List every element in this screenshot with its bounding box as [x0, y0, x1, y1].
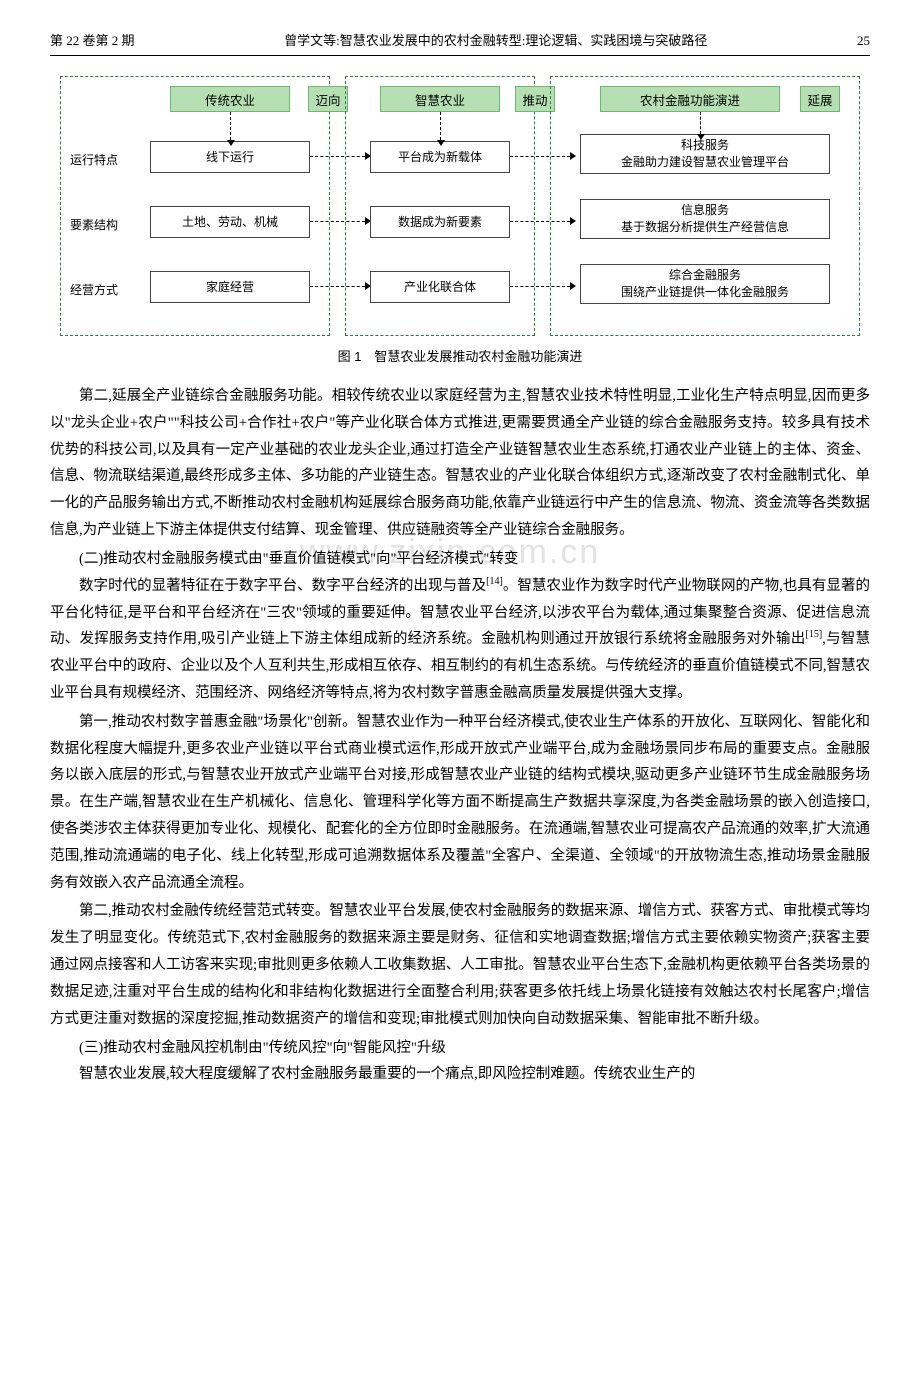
svc1-sub: 金融助力建设智慧农业管理平台 [621, 154, 789, 171]
svc2-title: 信息服务 [681, 202, 729, 219]
label-push: 推动 [515, 86, 555, 112]
row-label-1: 运行特点 [70, 151, 118, 168]
box-smart-ag: 智慧农业 [380, 86, 500, 112]
p2-a: 数字时代的显著特征在于数字平台、数字平台经济的出现与普及 [79, 578, 486, 594]
box-traditional-ag: 传统农业 [170, 86, 290, 112]
paragraph-4: 第二,推动农村金融传统经营范式转变。智慧农业平台发展,使农村金融服务的数据来源、… [50, 898, 870, 1032]
paragraph-1: 第二,延展全产业链综合金融服务功能。相较传统农业以家庭经营为主,智慧农业技术特性… [50, 383, 870, 544]
box-factors: 土地、劳动、机械 [150, 206, 310, 238]
arrow-p1-v [230, 112, 231, 140]
box-finance-evo: 农村金融功能演进 [600, 86, 780, 112]
box-data: 数据成为新要素 [370, 206, 510, 238]
row-label-2: 要素结构 [70, 216, 118, 233]
label-towards: 迈向 [308, 86, 348, 112]
header-volume: 第 22 卷第 2 期 [50, 30, 135, 49]
svc3-sub: 围绕产业链提供一体化金融服务 [621, 284, 789, 301]
box-industry: 产业化联合体 [370, 271, 510, 303]
page-header: 第 22 卷第 2 期 曾学文等:智慧农业发展中的农村金融转型:理论逻辑、实践困… [50, 30, 870, 56]
box-tech-service: 科技服务 金融助力建设智慧农业管理平台 [580, 134, 830, 174]
subheading-3: (三)推动农村金融风控机制由"传统风控"向"智能风控"升级 [50, 1035, 870, 1062]
label-extend: 延展 [800, 86, 840, 112]
subheading-2: (二)推动农村金融服务模式由"垂直价值链模式"向"平台经济模式"转变 [50, 546, 870, 573]
paragraph-5: 智慧农业发展,较大程度缓解了农村金融服务最重要的一个痛点,即风险控制难题。传统农… [50, 1061, 870, 1088]
box-fin-service: 综合金融服务 围绕产业链提供一体化金融服务 [580, 264, 830, 304]
row-label-3: 经营方式 [70, 281, 118, 298]
arrow-p3-v [700, 112, 701, 134]
arrow-p2-v [440, 112, 441, 140]
ref-15: [15] [806, 629, 823, 640]
ref-14: [14] [486, 576, 503, 587]
header-title: 曾学文等:智慧农业发展中的农村金融转型:理论逻辑、实践困境与突破路径 [135, 30, 857, 49]
box-info-service: 信息服务 基于数据分析提供生产经营信息 [580, 199, 830, 239]
box-family: 家庭经营 [150, 271, 310, 303]
svc2-sub: 基于数据分析提供生产经营信息 [621, 219, 789, 236]
header-page-number: 25 [857, 33, 870, 49]
figure-caption: 图 1 智慧农业发展推动农村金融功能演进 [50, 346, 870, 365]
svc3-title: 综合金融服务 [669, 267, 741, 284]
figure-1-diagram: 传统农业 运行特点 线下运行 要素结构 土地、劳动、机械 经营方式 家庭经营 迈… [60, 76, 860, 336]
paragraph-2: 数字时代的显著特征在于数字平台、数字平台经济的出现与普及[14]。智慧农业作为数… [50, 573, 870, 707]
paragraph-3: 第一,推动农村数字普惠金融"场景化"创新。智慧农业作为一种平台经济模式,使农业生… [50, 709, 870, 897]
